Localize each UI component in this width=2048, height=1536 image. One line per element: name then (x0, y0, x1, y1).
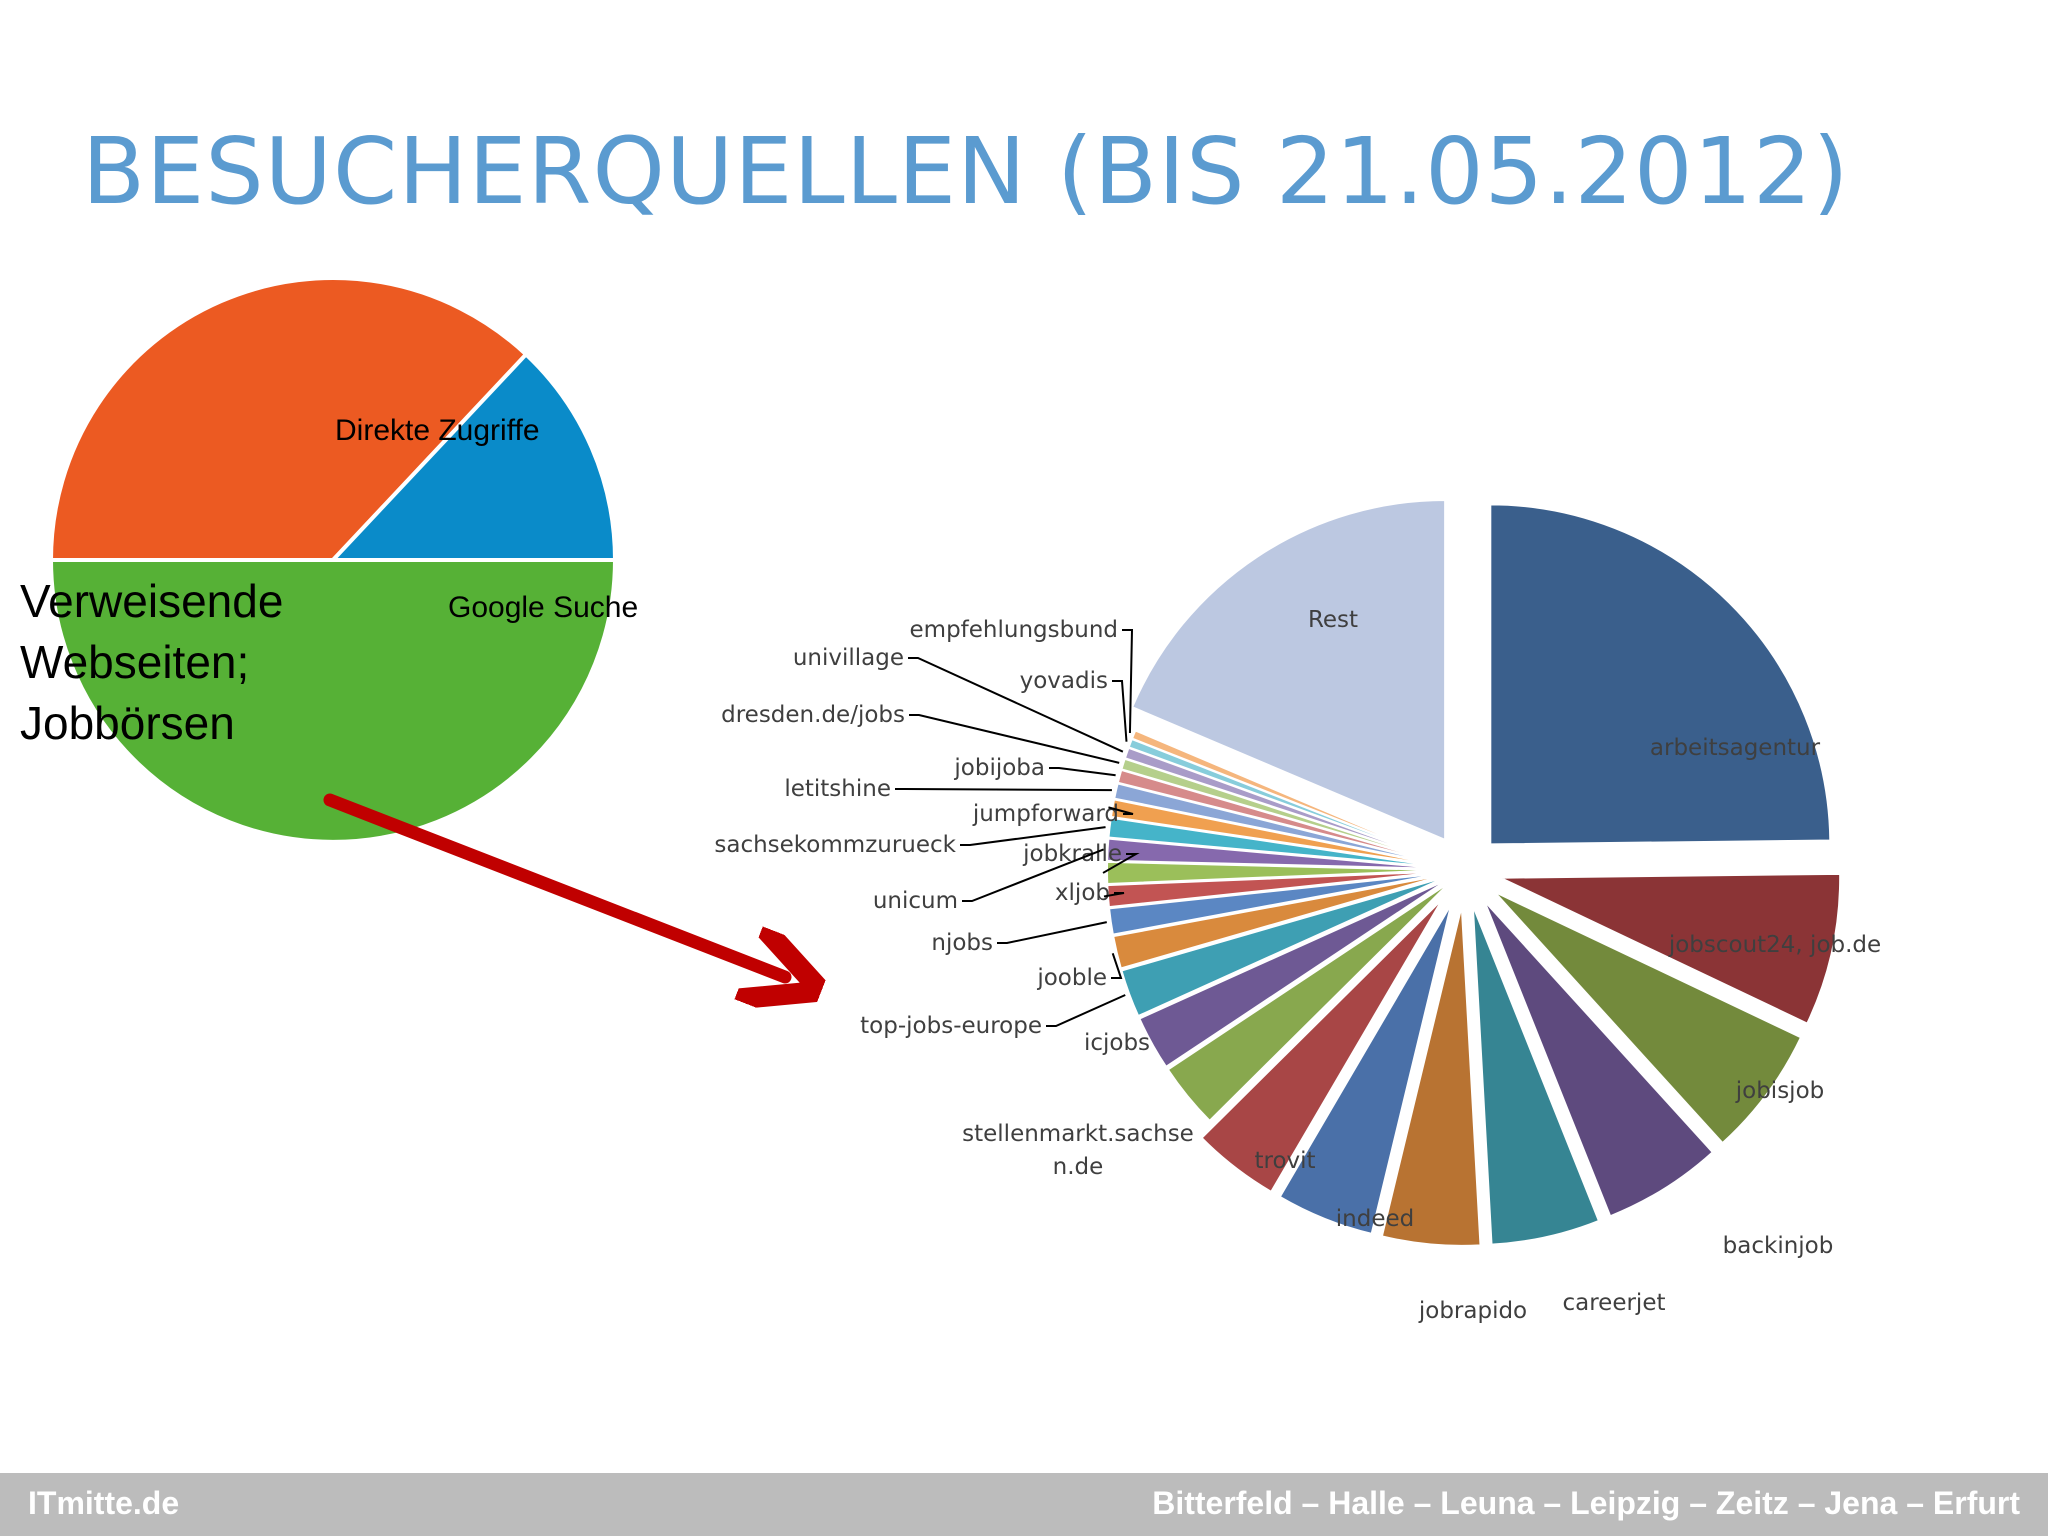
pie-slice-careerjet (1471, 904, 1601, 1246)
pie-slice-icjobs (1138, 877, 1450, 1069)
footer-site: ITmitte.de (28, 1485, 180, 1521)
pie-slice-empfehlungsbund (1130, 729, 1449, 865)
pie-slice-backinjob (1483, 899, 1715, 1218)
pie-slice-arbeitsagentur (1489, 503, 1832, 846)
pie-label-jobisjob: jobisjob (1735, 1078, 1825, 1104)
pie-label-verweisende-webseiten-jobb-rsen: Verweisende Webseiten; Jobbörsen (20, 575, 283, 749)
pie-label-trovit: trovit (1254, 1148, 1315, 1174)
pie-slice-trovit (1200, 897, 1444, 1194)
pie-slice-top-jobs-europe (1120, 875, 1449, 1018)
footer-bar: ITmitte.de Bitterfeld – Halle – Leuna – … (0, 1473, 2048, 1536)
leader-line-sachsekommzurueck (960, 826, 1106, 846)
pie-slice-sachsekommzurueck (1107, 816, 1448, 869)
pie-label-arbeitsagentur: arbeitsagentur (1650, 735, 1821, 761)
leader-line-njobs (997, 921, 1107, 944)
leader-line-xljob (1103, 892, 1125, 898)
pie-slice-njobs (1107, 871, 1448, 936)
pie-label-xljob: xljob (1055, 880, 1110, 906)
pie-label-backinjob: backinjob (1723, 1233, 1834, 1259)
leader-line-empfehlungsbund (1122, 629, 1134, 733)
pie-slice-indeed (1278, 902, 1453, 1236)
pie-label-jobkralle: jobkralle (1022, 841, 1122, 867)
leader-line-yovadis (1112, 680, 1128, 742)
referrer-pie-chart: arbeitsagentur jobscout24, job.de jobisjob… (714, 498, 1881, 1324)
pie-label-google-suche: Google Suche (448, 591, 638, 624)
pie-slice-jobrapido (1380, 905, 1482, 1247)
leader-line-letitshine (895, 788, 1112, 792)
charts-canvas: Direkte Zugriffe Google Suche Verweisende W… (20, 276, 1881, 1324)
pie-label-yovadis: yovadis (1020, 668, 1108, 694)
slide-title: BESUCHERQUELLEN (BIS 21.05.2012) (82, 118, 1850, 225)
pie-label-jooble: jooble (1036, 965, 1107, 991)
leader-line-jobkralle (1102, 853, 1140, 874)
pie-label-rest: Rest (1308, 607, 1358, 633)
pie-slice-stellenmarkt-sachsen-de (1166, 880, 1452, 1123)
arrow-to-detail (323, 793, 785, 977)
pie-slice-jobkralle (1106, 860, 1448, 885)
pie-slice-unicum (1106, 837, 1448, 870)
pie-label-unicum: unicum (873, 888, 958, 914)
pie-slice-verweisende-webseiten-jobb-rsen (48, 558, 618, 844)
pie-label-sachsekommzurueck: sachsekommzurueck (714, 832, 956, 858)
leader-line-jooble (1111, 953, 1123, 979)
pie-label-jobrapido: jobrapido (1418, 1298, 1527, 1324)
pie-label-icjobs: icjobs (1084, 1030, 1150, 1056)
main-pie-chart: Direkte Zugriffe Google Suche Verweisende W… (20, 276, 638, 844)
leader-line-jumpforward (1108, 806, 1134, 815)
pie-label-njobs: njobs (931, 930, 993, 956)
pie-label-top-jobs-europe: top-jobs-europe (860, 1013, 1042, 1039)
pie-label-jobijoba: jobijoba (953, 755, 1045, 781)
leader-line-univillage (908, 657, 1124, 753)
leader-line-top-jobs-europe (1046, 994, 1126, 1027)
leader-line-unicum (962, 848, 1104, 902)
pie-slice-jobscout24-job-de (1499, 872, 1842, 1025)
pie-label-univillage: univillage (793, 645, 904, 671)
pie-label-stellenmarkt-sachsen-de: stellenmarkt.sachse n.de (962, 1121, 1194, 1180)
pie-slice-jobisjob (1493, 890, 1803, 1145)
pie-slice-google-suche (328, 351, 618, 562)
pie-slice-rest (1130, 498, 1447, 842)
leader-line-jobijoba (1049, 767, 1116, 777)
pie-label-jobscout24-job-de: jobscout24, job.de (1668, 932, 1881, 958)
pie-slice-direkte-zugriffe (48, 276, 529, 562)
pie-label-jumpforward: jumpforward (972, 801, 1119, 827)
pie-label-direkte-zugriffe: Direkte Zugriffe (335, 414, 540, 447)
pie-label-dresden-de-jobs: dresden.de/jobs (721, 702, 905, 728)
pie-slice-jooble (1112, 873, 1448, 970)
leader-line-dresden-de-jobs (909, 714, 1120, 764)
pie-label-careerjet: careerjet (1562, 1290, 1665, 1316)
footer-cities: Bitterfeld – Halle – Leuna – Leipzig – Z… (1152, 1485, 2020, 1521)
pie-label-indeed: indeed (1336, 1206, 1414, 1232)
pie-label-letitshine: letitshine (784, 776, 891, 802)
pie-label-empfehlungsbund: empfehlungsbund (910, 617, 1118, 643)
